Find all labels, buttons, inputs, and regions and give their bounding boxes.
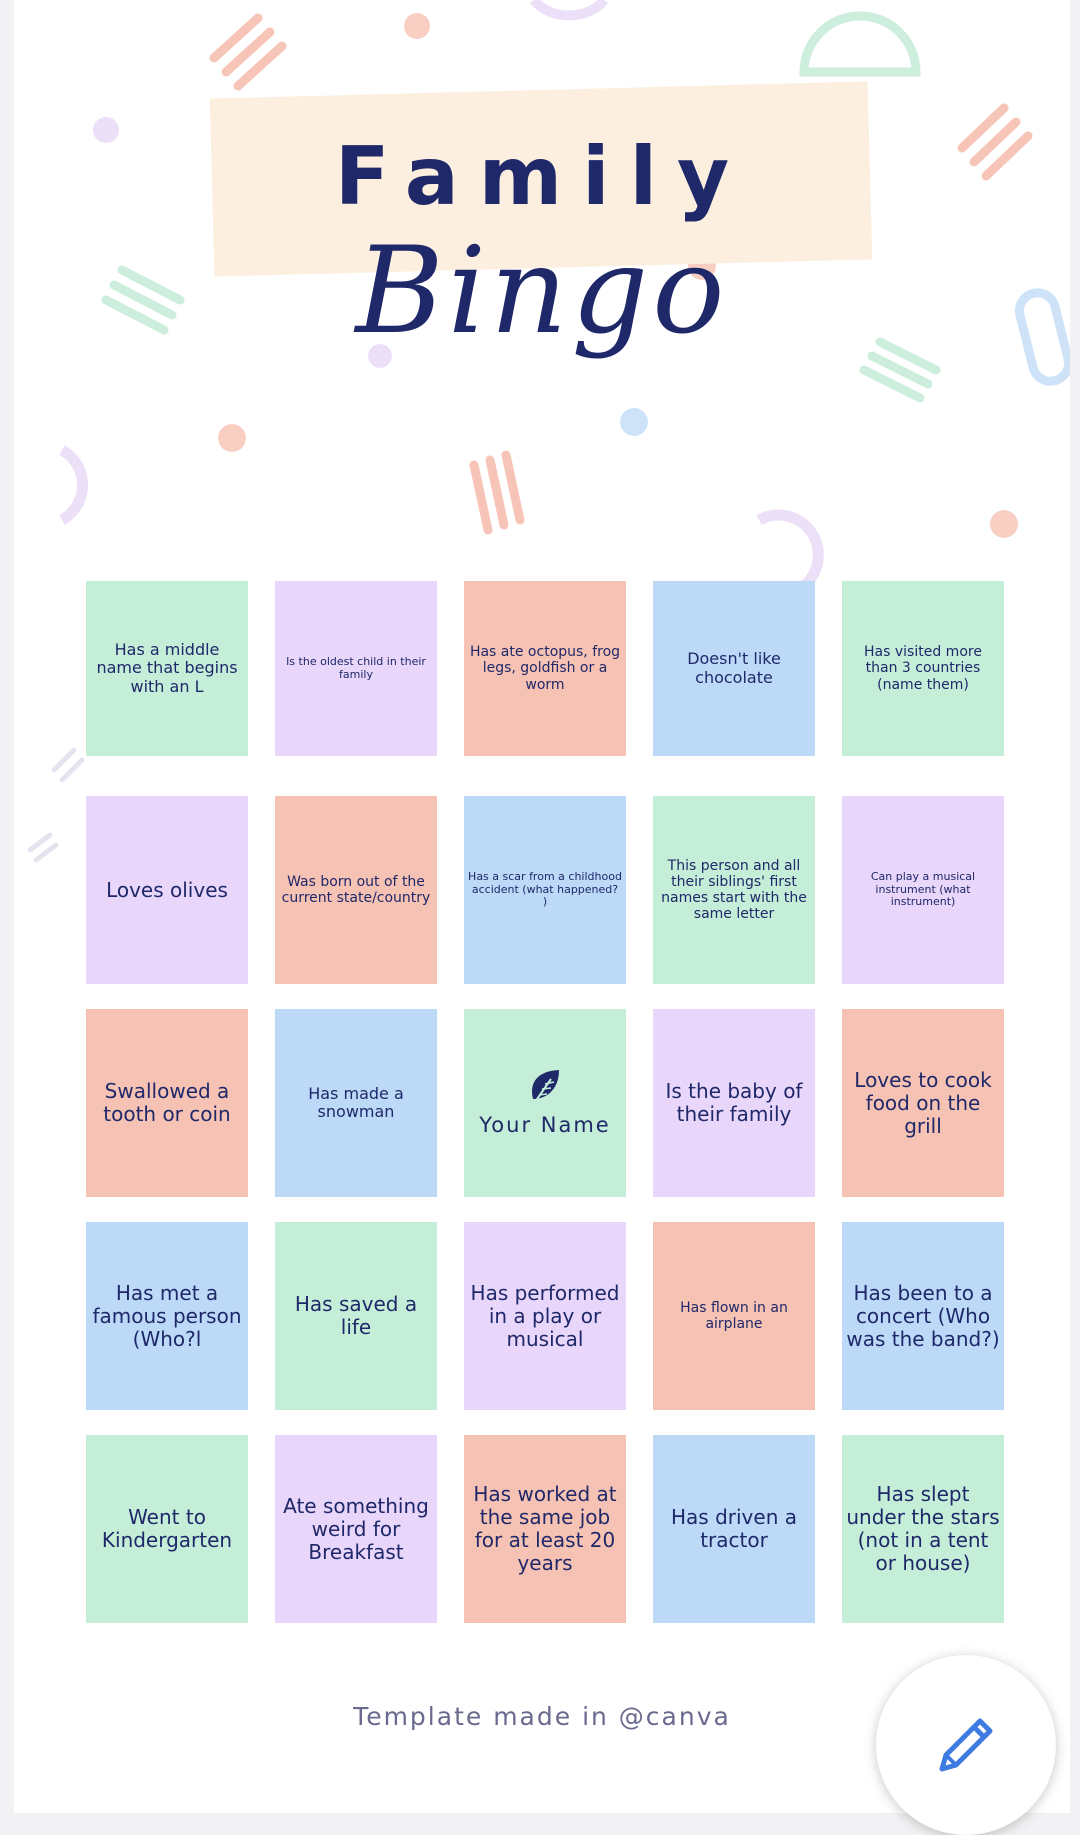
cell-label: Loves olives <box>106 877 228 902</box>
cell-label: Has been to a concert (Who was the band?… <box>846 1280 1000 1351</box>
cell-label: Ate something weird for Breakfast <box>283 1493 429 1564</box>
cell-label: Can play a musical instrument (what inst… <box>870 870 976 909</box>
cell-label: Doesn't like chocolate <box>687 649 781 687</box>
cell-label: Went to Kindergarten <box>101 1505 233 1552</box>
bingo-cell[interactable]: Swallowed a tooth or coin <box>86 1009 248 1197</box>
title-bingo: Bingo <box>355 222 729 361</box>
bingo-cell[interactable]: Loves olives <box>86 796 248 984</box>
bingo-cell[interactable]: Has ate octopus, frog legs, goldfish or … <box>464 581 626 756</box>
leaf-icon <box>532 1070 559 1106</box>
cell-label: Has flown in an airplane <box>680 1299 788 1332</box>
cell-label: This person and all their siblings' firs… <box>661 857 807 923</box>
cell-label: Has a scar from a childhood accident (wh… <box>468 870 622 909</box>
bingo-cell[interactable]: Was born out of the current state/countr… <box>275 796 437 984</box>
bingo-cell[interactable]: Ate something weird for Breakfast <box>275 1435 437 1623</box>
cell-label: Has met a famous person (Who?l <box>92 1280 242 1351</box>
bingo-cell[interactable]: Has worked at the same job for at least … <box>464 1435 626 1623</box>
cell-label: Has saved a life <box>294 1292 418 1339</box>
bingo-cell[interactable]: Has met a famous person (Who?l <box>86 1222 248 1410</box>
cell-label: Has visited more than 3 countries (name … <box>864 644 982 693</box>
free-space-label: Your Name <box>479 1113 611 1138</box>
bingo-cell[interactable]: Has been to a concert (Who was the band?… <box>842 1222 1004 1410</box>
cell-label: Has worked at the same job for at least … <box>473 1482 617 1575</box>
cell-label: Is the baby of their family <box>665 1079 803 1126</box>
bingo-cell[interactable]: Has flown in an airplane <box>653 1222 815 1410</box>
cell-label: Loves to cook food on the grill <box>854 1067 992 1138</box>
title-family: Family <box>334 130 750 223</box>
bingo-cell[interactable]: Is the oldest child in their family <box>275 581 437 756</box>
cell-label: Has performed in a play or musical <box>470 1280 620 1351</box>
bingo-cell[interactable]: Has a scar from a childhood accident (wh… <box>464 796 626 984</box>
bingo-cell[interactable]: Can play a musical instrument (what inst… <box>842 796 1004 984</box>
bingo-cell[interactable]: Has performed in a play or musical <box>464 1222 626 1410</box>
cell-label: Was born out of the current state/countr… <box>281 873 431 906</box>
bingo-cell[interactable]: Has made a snowman <box>275 1009 437 1197</box>
cell-label: Has a middle name that begins with an L <box>96 639 238 696</box>
template-credit: Template made in @canva <box>353 1702 731 1731</box>
bingo-cell[interactable]: Loves to cook food on the grill <box>842 1009 1004 1197</box>
bingo-cell[interactable]: Went to Kindergarten <box>86 1435 248 1623</box>
bingo-cell[interactable]: Is the baby of their family <box>653 1009 815 1197</box>
bingo-cell[interactable]: Doesn't like chocolate <box>653 581 815 756</box>
cell-label: Swallowed a tooth or coin <box>103 1079 231 1126</box>
cell-label: Has driven a tractor <box>671 1505 797 1552</box>
bingo-cell[interactable]: Has slept under the stars (not in a tent… <box>842 1435 1004 1623</box>
pencil-icon <box>939 1718 993 1772</box>
cell-label: Has made a snowman <box>308 1083 404 1121</box>
bingo-cell[interactable]: Has visited more than 3 countries (name … <box>842 581 1004 756</box>
bingo-cell[interactable]: Has driven a tractor <box>653 1435 815 1623</box>
bingo-cell[interactable]: This person and all their siblings' firs… <box>653 796 815 984</box>
cell-label: Is the oldest child in their family <box>286 654 426 681</box>
free-space-cell[interactable]: Your Name <box>464 1009 626 1197</box>
bingo-cell[interactable]: Has saved a life <box>275 1222 437 1410</box>
cell-label: Has slept under the stars (not in a tent… <box>846 1482 1000 1575</box>
cell-label: Has ate octopus, frog legs, goldfish or … <box>469 644 621 693</box>
bingo-sheet: Family Bingo Has a middle name that begi… <box>14 0 1070 1813</box>
bingo-cell[interactable]: Has a middle name that begins with an L <box>86 581 248 756</box>
edit-button[interactable] <box>876 1655 1056 1835</box>
